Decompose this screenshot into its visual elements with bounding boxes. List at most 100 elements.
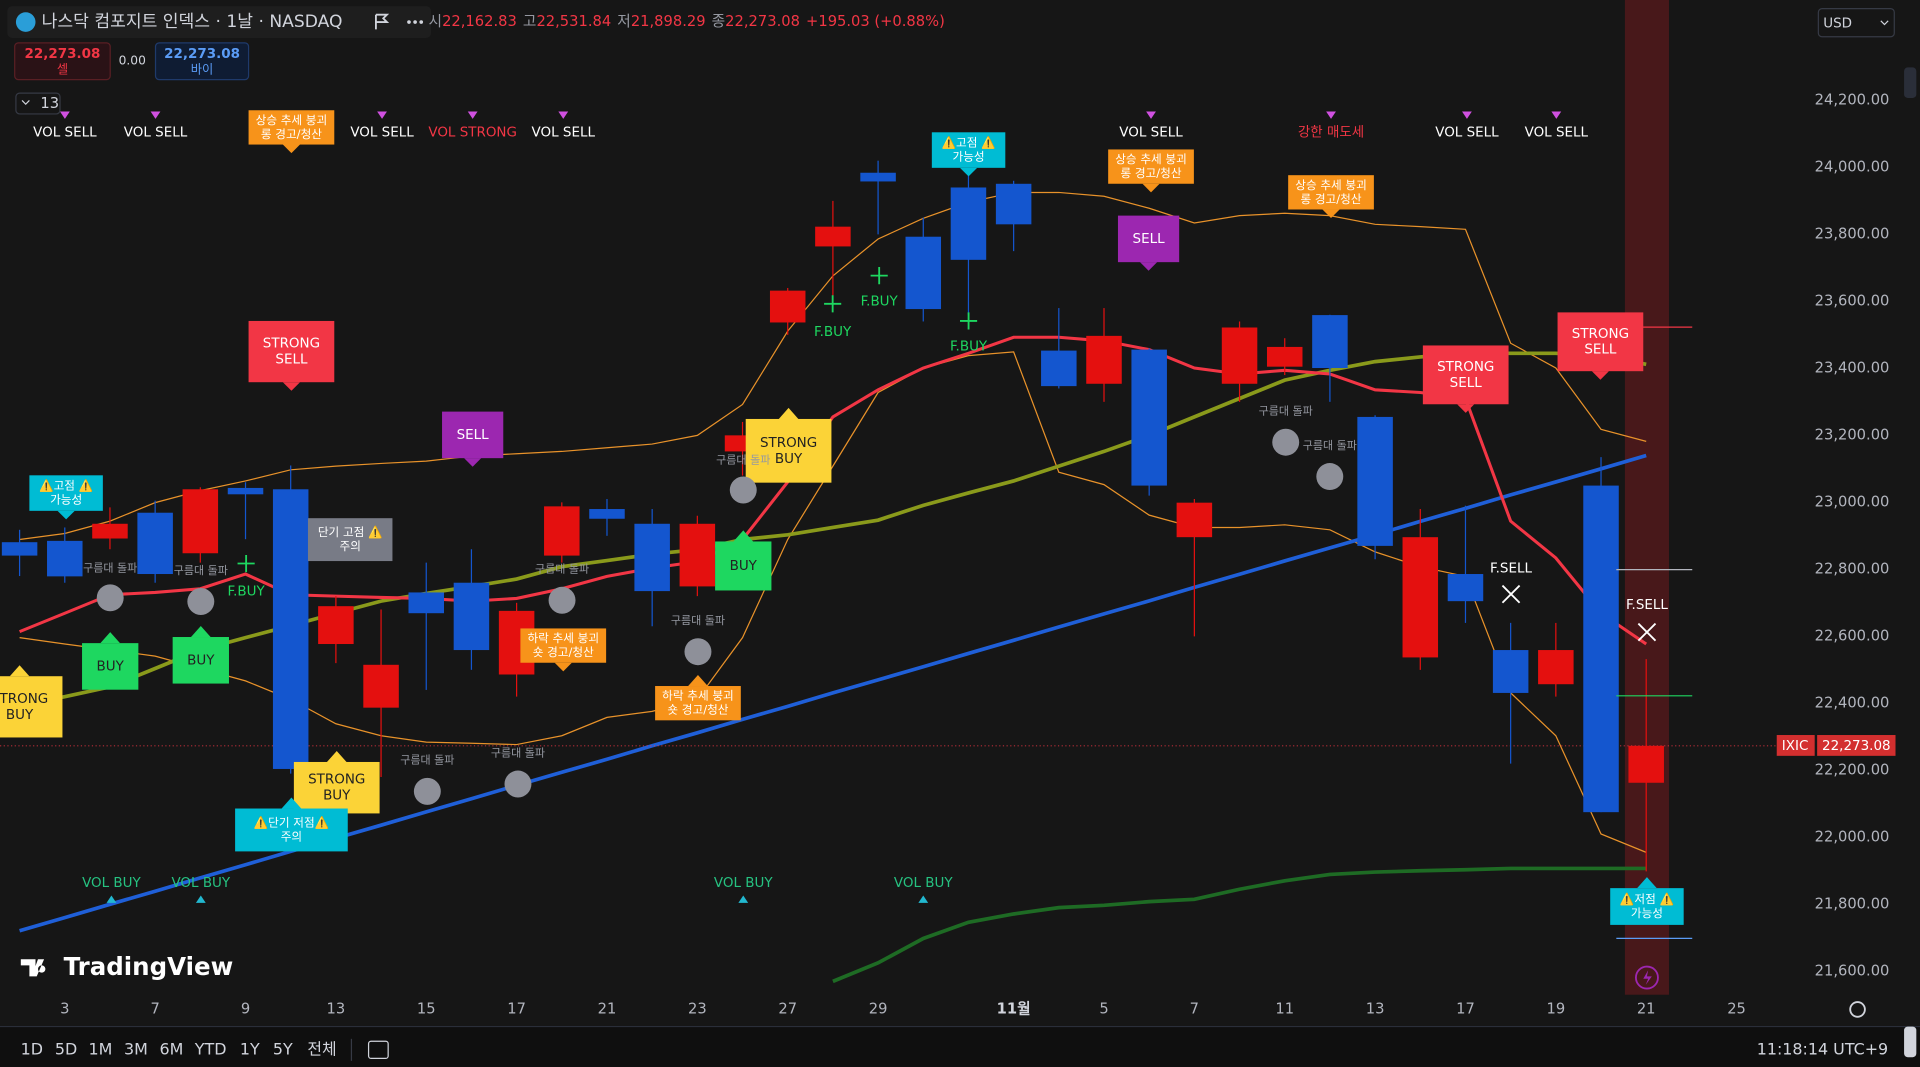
indicator-toggle[interactable] (15, 92, 61, 115)
signal-box (1288, 175, 1374, 210)
high-value: 22,531.84 (536, 13, 611, 30)
currency: USD (1823, 15, 1852, 31)
replay-icon[interactable] (1635, 965, 1659, 990)
signal-box (172, 637, 229, 684)
signal-label: 구름대 돌파 (1259, 405, 1313, 418)
signal-box (442, 411, 504, 459)
range-button[interactable]: 5D (55, 1039, 77, 1058)
y-tick-label: 21,800.00 (1815, 895, 1890, 912)
y-tick-label: 23,400.00 (1815, 359, 1890, 376)
signal-label: VOL SELL (532, 124, 596, 140)
signal-label: 구름대 돌파 (716, 454, 770, 467)
calendar-icon[interactable] (367, 1040, 389, 1060)
signal-marker (413, 777, 441, 805)
signal-label: VOL SELL (1119, 124, 1183, 140)
signal-label: 구름대 돌파 (1303, 439, 1357, 452)
signal-text: BUY (323, 788, 351, 804)
tag-symbol-bg (1776, 735, 1815, 756)
open-value: 22,162.83 (442, 13, 517, 30)
signal-box (931, 132, 1006, 168)
signal-text: BUY (730, 558, 758, 574)
range-button[interactable]: 5Y (273, 1039, 293, 1058)
signal-box (745, 418, 832, 483)
range-button[interactable]: 1D (21, 1039, 43, 1058)
y-tick-label: 22,200.00 (1815, 761, 1890, 778)
signal-text: 단기 고점 ⚠️ (318, 525, 383, 539)
signal-box (1610, 888, 1684, 925)
x-tick-label: 15 (417, 1000, 436, 1017)
range-buttons: 1D 5D 1M 3M 6M YTD 1Y 5Y 전체 (21, 1039, 337, 1058)
ohlc: 시22,162.83 고22,531.84 저21,898.29 종22,273.08… (429, 13, 945, 30)
tag-symbol: IXIC (1782, 738, 1809, 754)
signal-label: VOL SELL (124, 124, 188, 140)
signal-label: F.BUY (861, 293, 899, 309)
settings-icon[interactable] (1849, 1001, 1866, 1018)
candle-body (1583, 485, 1619, 813)
change: +195.03 (+0.88%) (806, 13, 945, 30)
buy-button[interactable] (154, 42, 250, 81)
currency-select[interactable] (1817, 7, 1895, 38)
bolt (1643, 970, 1652, 985)
signal-box (655, 686, 741, 721)
side-handle[interactable] (1904, 67, 1917, 99)
signal-marker (1272, 428, 1300, 456)
signal-text: BUY (187, 652, 215, 668)
candle-body (815, 226, 851, 247)
candle-body (1221, 327, 1258, 384)
more-icon[interactable] (407, 20, 424, 24)
range-button[interactable]: 전체 (307, 1039, 336, 1058)
candle-body (182, 489, 219, 554)
range-button[interactable]: 1M (88, 1039, 112, 1058)
signal-text: SELL (457, 427, 490, 443)
chevron (21, 100, 30, 105)
signal-pointer (9, 665, 30, 677)
signal-label: F.SELL (1490, 560, 1532, 576)
low-value: 21,898.29 (631, 13, 706, 30)
x-tick-label: 13 (327, 1000, 346, 1017)
candle-body (860, 172, 896, 182)
range-button[interactable]: 1Y (240, 1039, 260, 1058)
signal-pointer (554, 662, 572, 672)
x-tick-label: 29 (869, 1000, 888, 1017)
signal-pointer (1637, 877, 1657, 889)
signal-box (248, 110, 335, 145)
signal-box (715, 541, 772, 591)
range-button[interactable]: 6M (160, 1039, 184, 1058)
clock: 11:18:14 UTC+9 (1757, 1039, 1888, 1058)
y-tick-label: 21,600.00 (1815, 962, 1890, 979)
symbol-title[interactable]: 나스닥 컴포지트 인덱스 · 1날 · NASDAQ (42, 12, 343, 32)
x-tick-label: 27 (778, 1000, 797, 1017)
range-button[interactable]: YTD (194, 1039, 227, 1058)
signal-text: ⚠️단기 저점⚠️ (254, 815, 329, 829)
symbol-box[interactable] (7, 6, 432, 38)
bottom-bar (0, 1026, 1920, 1067)
candle-body (227, 487, 264, 495)
side-handle[interactable] (1904, 1026, 1917, 1058)
signal-text: SELL (1584, 342, 1617, 358)
range-button[interactable]: 3M (124, 1039, 148, 1058)
signal-label: F.BUY (950, 339, 988, 355)
signal-text: SELL (1133, 231, 1166, 247)
y-tick-label: 24,200.00 (1815, 91, 1890, 108)
signal-marker (1462, 111, 1472, 119)
x-tick-label: 19 (1546, 1000, 1565, 1017)
signal-text: STRONG (263, 336, 320, 352)
logo-mark (20, 959, 46, 977)
candle-body (1131, 349, 1167, 486)
signal-marker (729, 476, 757, 504)
signal-box (1117, 215, 1180, 263)
close-label: 종 (712, 13, 726, 30)
signal-pointer (57, 510, 75, 520)
signal-pointer (282, 382, 300, 391)
flag-icon[interactable] (375, 13, 390, 30)
signal-pointer (778, 407, 799, 419)
candle-body (137, 512, 173, 575)
candle-body (679, 523, 716, 587)
y-tick-label: 23,200.00 (1815, 426, 1890, 443)
sell-button[interactable] (14, 42, 111, 81)
candle-body (363, 664, 399, 708)
signal-text: 하락 추세 붕괴 (662, 689, 734, 703)
signal-label: 구름대 돌파 (174, 564, 228, 577)
candle-body (1266, 346, 1303, 367)
